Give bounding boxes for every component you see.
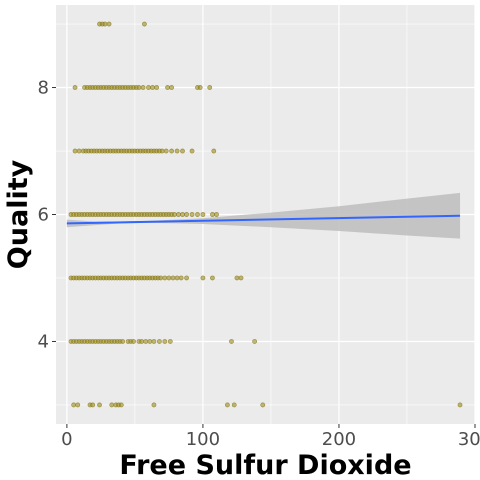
data-point (189, 148, 195, 154)
y-axis-title: Quality (3, 159, 34, 269)
trend-line-group (66, 214, 461, 225)
data-point (71, 402, 77, 408)
confidence-band-area (66, 192, 461, 239)
data-point (210, 212, 215, 217)
data-point (106, 21, 112, 27)
data-point (234, 275, 240, 281)
data-point (151, 402, 157, 408)
x-tick-label: 0 (61, 429, 72, 450)
data-point (200, 275, 206, 281)
y-tick-label: 8 (38, 78, 49, 99)
data-point (167, 339, 173, 344)
data-point (136, 85, 142, 90)
data-point (174, 148, 180, 154)
data-point (207, 85, 213, 90)
data-points (68, 21, 463, 408)
data-point (156, 339, 162, 344)
data-point (169, 85, 175, 90)
data-point (200, 212, 206, 217)
data-point (72, 148, 78, 154)
x-tick-label: 100 (186, 429, 220, 450)
data-point (169, 148, 175, 154)
data-point (150, 85, 155, 90)
data-point (174, 275, 180, 281)
data-point (118, 402, 124, 408)
data-point (120, 339, 126, 344)
data-point (158, 275, 164, 281)
x-axis-title: Free Sulfur Dioxide (119, 450, 411, 480)
data-point (180, 212, 185, 217)
data-point (195, 212, 200, 217)
data-point (260, 402, 266, 408)
y-tick-label: 4 (38, 331, 49, 352)
data-point (171, 212, 177, 217)
data-point (252, 339, 258, 344)
x-tick-label: 300 (458, 429, 480, 450)
data-point (163, 148, 169, 154)
data-point (214, 212, 219, 217)
data-point (159, 148, 165, 154)
data-point (197, 85, 203, 90)
data-point (178, 275, 184, 281)
data-point (90, 402, 96, 408)
data-point (165, 85, 170, 90)
data-point (229, 339, 234, 344)
data-point (189, 212, 195, 217)
data-point (154, 85, 160, 90)
data-point (139, 339, 145, 344)
x-tick-label: 200 (322, 429, 356, 450)
data-point (184, 212, 189, 217)
data-point (142, 21, 147, 27)
confidence-band (66, 192, 461, 239)
data-point (143, 339, 149, 344)
data-point (184, 275, 189, 281)
data-point (162, 275, 168, 281)
data-point (151, 339, 157, 344)
y-tick-label: 6 (38, 205, 49, 226)
data-point (147, 339, 153, 344)
data-point (72, 85, 78, 90)
data-point (109, 402, 115, 408)
data-point (140, 85, 146, 90)
data-point (75, 402, 81, 408)
data-point (231, 402, 237, 408)
data-point (457, 402, 463, 408)
data-point (210, 275, 215, 281)
data-point (211, 148, 217, 154)
data-point (170, 275, 176, 281)
data-point (176, 212, 181, 217)
data-point (180, 148, 185, 154)
data-point (162, 339, 168, 344)
data-point (238, 275, 244, 281)
data-point (166, 275, 172, 281)
data-point (76, 148, 82, 154)
axis-ticks: 0 100 200 300 4 6 8 (38, 78, 480, 450)
data-point (146, 85, 151, 90)
trend-line (66, 214, 461, 225)
data-point (97, 402, 102, 408)
data-point (225, 402, 230, 408)
data-point (102, 21, 108, 27)
data-point (131, 339, 136, 344)
